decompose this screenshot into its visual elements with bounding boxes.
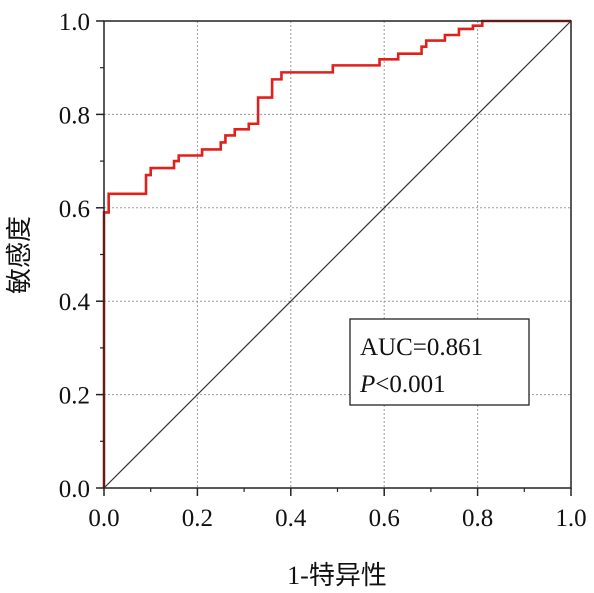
auc-annotation-box: AUC=0.861 P<0.001: [349, 318, 530, 406]
y-tick-label: 0.6: [59, 196, 90, 223]
x-tick-label: 1.0: [555, 505, 586, 532]
grid-lines: [104, 21, 571, 488]
x-tick-label: 0.6: [369, 505, 400, 532]
auc-label: AUC=0.861: [360, 334, 483, 361]
y-tick-label: 0.2: [59, 383, 90, 410]
annotation-frame: [349, 318, 530, 406]
x-axis-title: 1-特异性: [287, 561, 387, 590]
reference-diagonal-line: [103, 20, 572, 489]
y-tick-label: 1.0: [59, 9, 90, 36]
x-tick-label: 0.0: [88, 505, 119, 532]
y-tick-label: 0.0: [59, 476, 90, 503]
x-tick-label: 0.2: [182, 505, 213, 532]
x-tick-labels: 0.0 0.2 0.4 0.6 0.8 1.0: [88, 505, 586, 532]
x-tick-label: 0.4: [275, 505, 307, 532]
y-tick-label: 0.4: [59, 289, 91, 316]
roc-curve: [102, 19, 571, 488]
x-tick-label: 0.8: [462, 505, 493, 532]
y-tick-labels: 0.0 0.2 0.4 0.6 0.8 1.0: [59, 9, 91, 503]
p-symbol: P: [359, 371, 375, 398]
axis-ticks: [96, 20, 572, 496]
y-tick-label: 0.8: [59, 102, 90, 129]
p-value-label: P<0.001: [359, 371, 446, 398]
p-value: <0.001: [375, 371, 445, 398]
y-axis-title: 敏感度: [5, 216, 34, 294]
